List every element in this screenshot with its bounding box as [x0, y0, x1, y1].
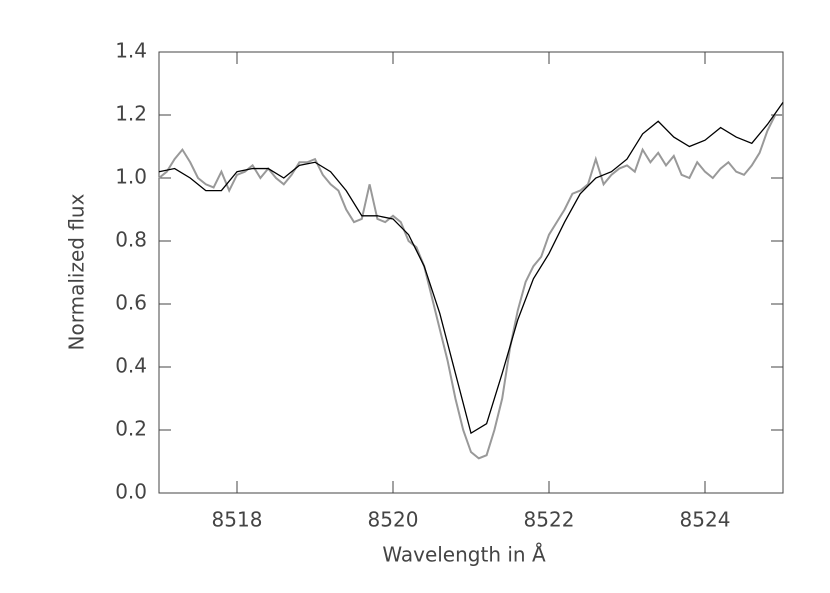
y-tick-label: 0.0	[115, 480, 147, 504]
y-axis-label: Normalized flux	[65, 193, 89, 350]
data-line	[158, 114, 783, 460]
y-tick-label: 0.8	[115, 228, 147, 252]
plot-frame	[158, 51, 784, 494]
y-tick-label: 0.4	[115, 354, 147, 378]
x-tick-label: 8520	[368, 508, 419, 532]
y-tick-label: 1.4	[115, 39, 147, 63]
y-tick-label: 1.0	[115, 165, 147, 189]
y-tick-label: 0.6	[115, 291, 147, 315]
x-axis-label: Wavelength in Å	[382, 543, 546, 567]
x-tick-label: 8524	[680, 508, 731, 532]
x-tick-label: 8518	[212, 508, 263, 532]
x-tick-label: 8522	[524, 508, 575, 532]
y-tick-label: 1.2	[115, 102, 147, 126]
data-line	[158, 102, 784, 435]
y-tick-label: 0.2	[115, 417, 147, 441]
